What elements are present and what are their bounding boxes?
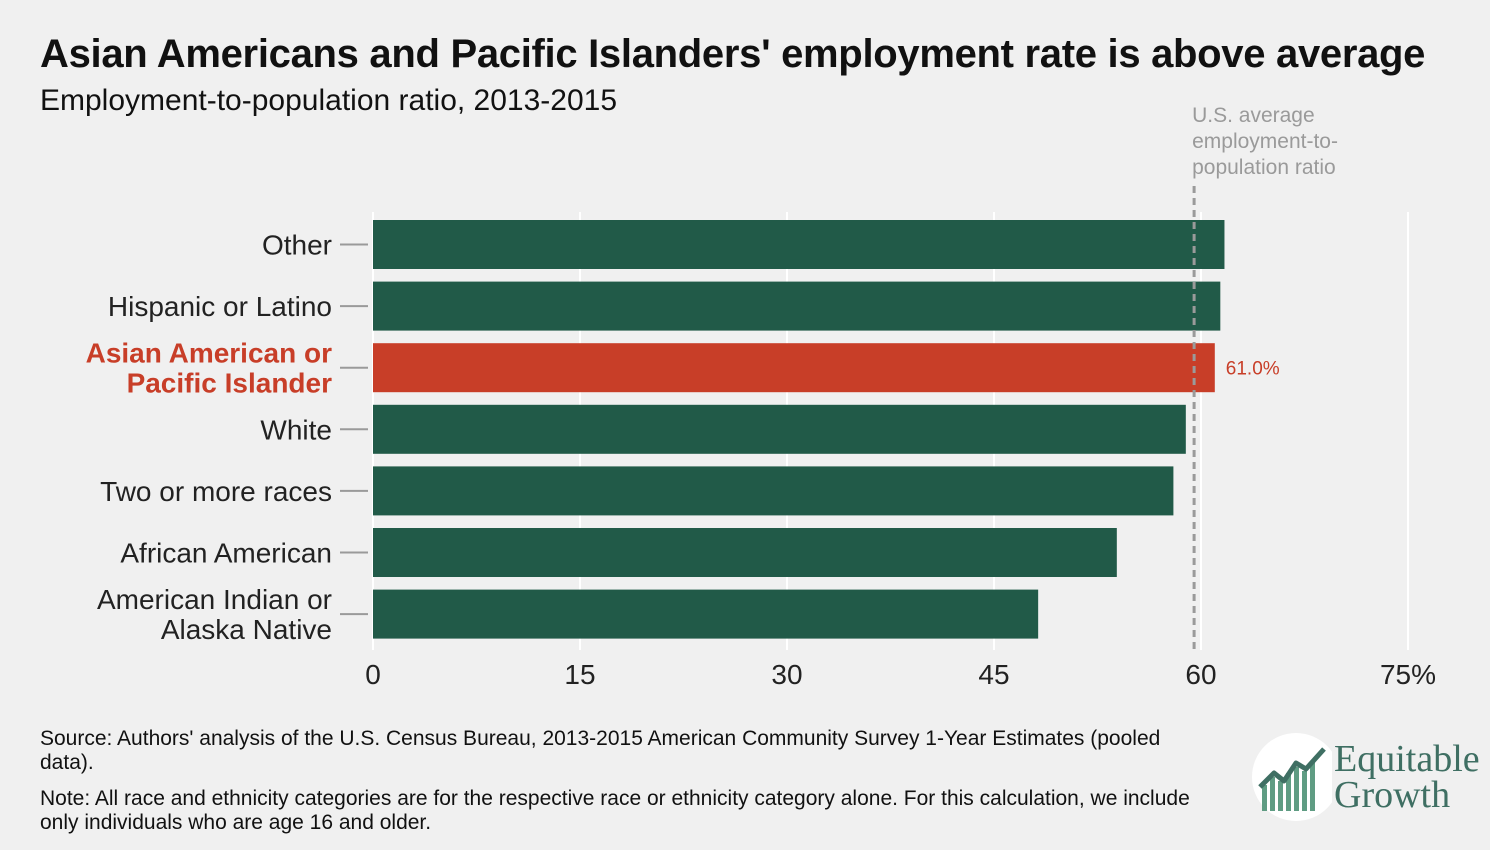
bar-chart: Other Hispanic or Latino Asian American or… [86, 104, 1436, 690]
category-label: Hispanic or Latino [108, 291, 332, 322]
source-note: Source: Authors' analysis of the U.S. Ce… [40, 727, 1161, 774]
category-label: Asian American or [86, 338, 332, 369]
reference-line-label: population ratio [1192, 156, 1336, 179]
chart-subtitle: Employment-to-population ratio, 2013-201… [40, 84, 618, 117]
category-label: White [260, 414, 332, 445]
logo-line-1: Equitable [1334, 738, 1480, 780]
reference-line-label: employment-to- [1192, 130, 1338, 153]
equitable-growth-logo: Equitable Growth [1248, 733, 1480, 823]
bar [373, 589, 1039, 639]
bar [373, 343, 1215, 393]
reference-line-label: U.S. average [1192, 104, 1315, 127]
category-label: Alaska Native [161, 614, 332, 645]
x-tick-label: 75% [1380, 659, 1436, 690]
rising-line-chart-icon [1252, 733, 1332, 821]
x-tick-label: 15 [564, 659, 595, 690]
x-tick-label: 45 [978, 659, 1009, 690]
category-label: American Indian or [97, 584, 332, 615]
bar [373, 281, 1221, 331]
bar [373, 404, 1186, 454]
category-label: African American [120, 538, 332, 569]
logo-line-2: Growth [1334, 774, 1451, 816]
data-label: 61.0% [1226, 359, 1280, 380]
category-label: Other [262, 230, 332, 261]
bar [373, 220, 1225, 269]
category-label: Pacific Islander [127, 368, 333, 399]
bar [373, 528, 1117, 577]
x-tick-label: 0 [365, 659, 381, 690]
category-label: Two or more races [100, 476, 332, 507]
methodology-note: Note: All race and ethnicity categories … [40, 787, 1190, 834]
x-tick-label: 60 [1185, 659, 1216, 690]
chart-title: Asian Americans and Pacific Islanders' e… [40, 32, 1426, 76]
x-tick-label: 30 [771, 659, 802, 690]
bar [373, 466, 1174, 516]
